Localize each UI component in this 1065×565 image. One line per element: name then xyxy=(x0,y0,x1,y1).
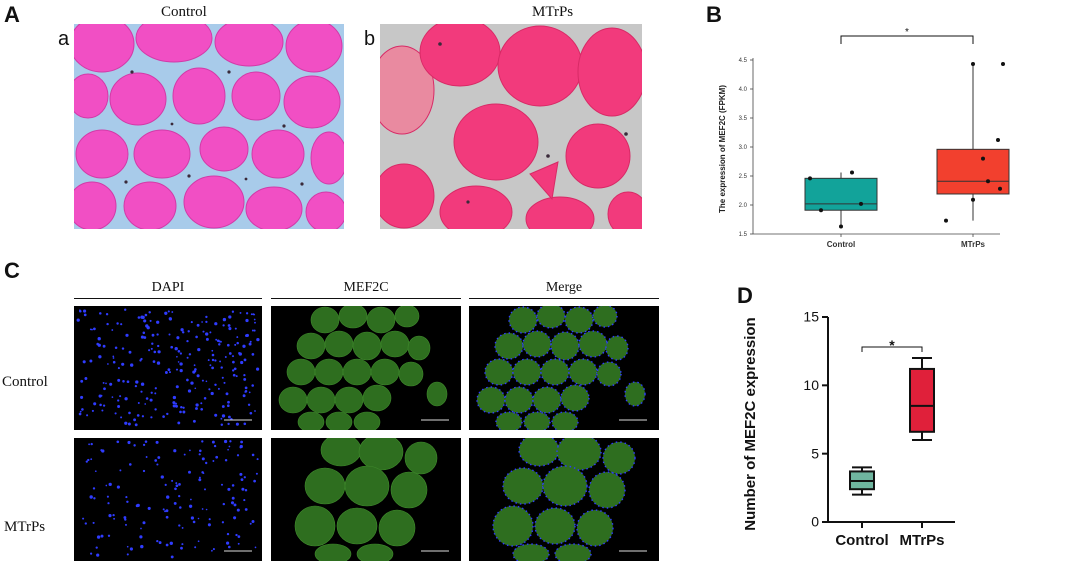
panel-D-ytick-label: 5 xyxy=(811,445,819,461)
panel-B-data-point xyxy=(981,156,985,161)
fluor-mef2c-mtrps xyxy=(271,438,461,561)
panel-C-header-rule-mef2c xyxy=(271,298,461,299)
panel-B-data-point xyxy=(1001,62,1005,67)
panel-B-letter: B xyxy=(706,2,722,27)
fluor-merge-control xyxy=(469,306,659,430)
panel-B-chart: The expression of MEF2C (FPKM) 1.5 2.0 2.5… xyxy=(718,27,1010,249)
panel-A-control-title: Control xyxy=(161,4,207,20)
panel-D-xtick-label: Control xyxy=(835,532,888,549)
panel-B-data-point xyxy=(839,224,843,229)
panel-B-box-mtrps xyxy=(936,148,1010,195)
panel-B-ytick-label: 3.0 xyxy=(739,145,748,151)
panel-B-significance-star: * xyxy=(905,27,909,38)
panel-C-row-label-mtrps: MTrPs xyxy=(4,519,46,535)
he-micrograph-control xyxy=(74,24,344,229)
panel-D-ylabel: Number of MEF2C expression xyxy=(742,317,759,530)
panel-C-header-dapi: DAPI xyxy=(151,280,185,295)
panel-C-header-rule-merge xyxy=(469,298,659,299)
panel-C-header-mef2c: MEF2C xyxy=(343,280,389,295)
panel-B-data-point xyxy=(986,179,990,184)
fluor-merge-mtrps xyxy=(469,438,659,561)
panel-B-xtick-label: MTrPs xyxy=(961,240,986,249)
panel-B-data-point xyxy=(944,218,948,223)
panel-B-data-point xyxy=(859,201,863,206)
panel-A-letter: A xyxy=(4,2,20,27)
panel-B-ytick-label: 3.5 xyxy=(739,116,748,122)
panel-D-letter: D xyxy=(737,283,753,308)
panel-B-ytick-label: 4.0 xyxy=(739,87,748,93)
panel-A-mtrps-title: MTrPs xyxy=(532,4,574,20)
panel-D-ytick-label: 15 xyxy=(803,309,819,325)
panel-B-ytick-label: 2.5 xyxy=(739,174,748,180)
panel-B-data-point xyxy=(998,186,1002,191)
panel-D-ytick-label: 0 xyxy=(811,514,819,530)
panel-B-xtick-label: Control xyxy=(827,240,855,249)
fluor-dapi-control xyxy=(74,306,262,430)
panel-B-ytick-label: 4.5 xyxy=(739,58,748,64)
panel-D-box-mtrps xyxy=(909,367,935,433)
panel-B-ylabel: The expression of MEF2C (FPKM) xyxy=(718,85,727,213)
panel-D-significance-star: * xyxy=(889,337,895,353)
panel-B-data-point xyxy=(971,197,975,202)
he-micrograph-mtrps xyxy=(380,24,642,229)
subpanel-b-letter: b xyxy=(364,28,376,50)
fluor-dapi-mtrps xyxy=(74,438,262,561)
panel-C-header-rule-dapi xyxy=(74,298,262,299)
panel-B-data-point xyxy=(808,176,812,181)
panel-B-significance-bracket xyxy=(840,35,974,44)
panel-C-header-merge: Merge xyxy=(545,280,583,295)
panel-B-data-point xyxy=(996,138,1000,143)
panel-D-ytick-label: 10 xyxy=(803,377,819,393)
panel-B-data-point xyxy=(819,208,823,213)
panel-D-chart: Number of MEF2C expression 0 5 10 15 Contro… xyxy=(742,309,955,549)
panel-D-significance-bracket xyxy=(861,346,923,352)
panel-D-xtick-label: MTrPs xyxy=(899,532,944,549)
panel-B-ytick-label: 2.0 xyxy=(739,203,748,209)
panel-C-row-label-control: Control xyxy=(2,374,48,390)
panel-B-data-point xyxy=(850,170,854,175)
panel-B-box-control xyxy=(804,177,878,211)
panel-B-ytick-label: 1.5 xyxy=(739,232,748,238)
subpanel-a-letter: a xyxy=(58,28,70,50)
panel-B-data-point xyxy=(971,62,975,67)
fluor-mef2c-control xyxy=(271,306,461,430)
panel-C-letter: C xyxy=(4,258,20,283)
